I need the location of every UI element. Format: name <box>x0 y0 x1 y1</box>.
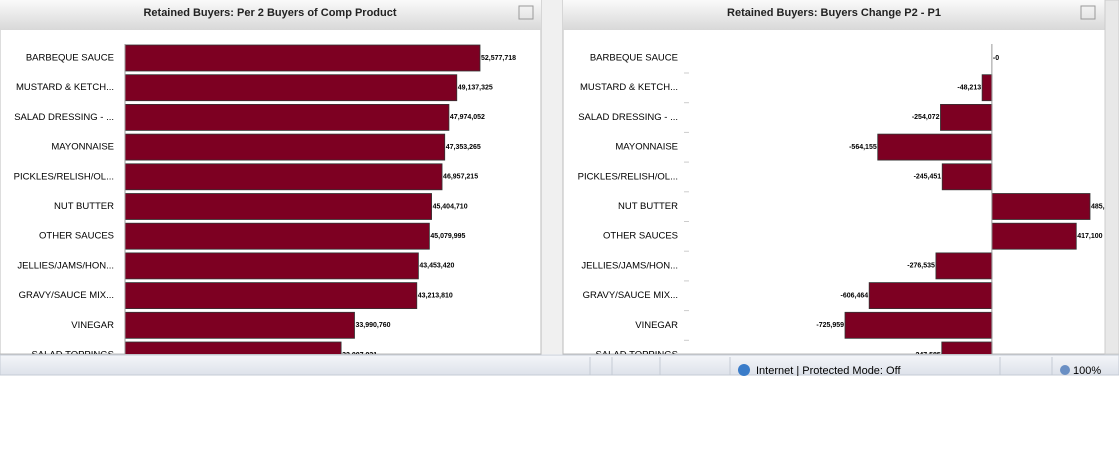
panel-right: Retained Buyers: Buyers Change P2 - P1 B… <box>562 0 1116 361</box>
value-label: 417,100 <box>1077 233 1102 240</box>
value-label: -564,155 <box>849 144 877 151</box>
category-label: JELLIES/JAMS/HON... <box>581 260 678 271</box>
value-label: 52,577,718 <box>481 55 516 62</box>
zoom-text[interactable]: 100% <box>1073 365 1101 377</box>
value-label: -725,959 <box>816 322 844 329</box>
value-label: 43,213,810 <box>418 292 453 299</box>
status-bar: Internet | Protected Mode: Off 100% <box>0 354 1119 377</box>
bar <box>868 282 993 310</box>
category-label: SALAD DRESSING - ... <box>14 112 114 123</box>
bar <box>935 252 993 280</box>
bar <box>124 311 355 339</box>
bar <box>124 163 443 191</box>
panel-left: Retained Buyers: Per 2 Buyers of Comp Pr… <box>0 0 542 361</box>
value-label: 33,990,760 <box>356 322 391 329</box>
value-label: -0 <box>993 55 999 62</box>
panel-header <box>563 0 1105 30</box>
bar <box>991 193 1091 220</box>
bar <box>124 222 430 250</box>
value-label: 43,453,420 <box>419 263 454 270</box>
bar <box>124 44 481 72</box>
bar <box>124 252 419 280</box>
blank <box>0 376 1119 460</box>
category-label: MUSTARD & KETCH... <box>16 82 114 93</box>
category-label: OTHER SAUCES <box>603 231 678 242</box>
bar <box>991 222 1077 250</box>
value-label: -276,535 <box>907 263 935 270</box>
bar <box>124 133 446 161</box>
panel-header <box>0 0 541 30</box>
bar <box>124 193 432 220</box>
value-label: 47,353,265 <box>446 144 481 151</box>
category-label: PICKLES/RELISH/OL... <box>578 171 678 182</box>
bar <box>940 104 993 131</box>
zone-text: Internet | Protected Mode: Off <box>756 365 901 377</box>
maximize-icon[interactable] <box>518 5 534 20</box>
category-label: MAYONNAISE <box>615 142 678 153</box>
category-label: SALAD DRESSING - ... <box>578 112 678 123</box>
value-label: 45,079,995 <box>430 233 465 240</box>
value-label: -245,451 <box>914 174 942 181</box>
category-label: PICKLES/RELISH/OL... <box>14 171 114 182</box>
bar <box>981 74 993 102</box>
bar <box>124 341 342 354</box>
category-label: BARBEQUE SAUCE <box>590 53 678 64</box>
scrollbar[interactable] <box>1104 0 1119 355</box>
category-label: SALAD TOPPINGS <box>595 350 678 361</box>
category-label: VINEGAR <box>635 320 678 331</box>
category-label: MAYONNAISE <box>51 142 114 153</box>
bar <box>941 341 993 354</box>
value-label: 32,007,931 <box>342 352 377 359</box>
category-label: MUSTARD & KETCH... <box>580 82 678 93</box>
value-label: -254,072 <box>912 114 940 121</box>
bar <box>941 163 993 191</box>
value-label: -48,213 <box>957 85 981 92</box>
plot: BARBEQUE SAUCE -0 MUSTARD & KETCH... -48,21… <box>578 44 1116 361</box>
globe-icon <box>738 364 750 376</box>
value-label: -247,585 <box>913 352 941 359</box>
status-bar-bg <box>0 354 1119 376</box>
value-label: 49,137,325 <box>458 85 493 92</box>
zoom-icon[interactable] <box>1060 365 1070 375</box>
panel-title: Retained Buyers: Buyers Change P2 - P1 <box>727 7 941 19</box>
maximize-icon[interactable] <box>1080 5 1096 20</box>
category-label: GRAVY/SAUCE MIX... <box>19 290 114 301</box>
value-label: 45,404,710 <box>433 203 468 210</box>
category-label: GRAVY/SAUCE MIX... <box>583 290 678 301</box>
category-label: JELLIES/JAMS/HON... <box>17 260 114 271</box>
plot: BARBEQUE SAUCE 52,577,718 MUSTARD & KETCH.… <box>14 44 516 361</box>
value-label: 46,957,215 <box>443 174 478 181</box>
value-label: -606,464 <box>841 292 869 299</box>
bar <box>877 133 993 161</box>
value-label: 485,000 <box>1091 203 1116 210</box>
category-label: VINEGAR <box>71 320 114 331</box>
bar <box>124 282 418 310</box>
category-label: OTHER SAUCES <box>39 231 114 242</box>
category-label: NUT BUTTER <box>618 201 678 212</box>
category-label: SALAD TOPPINGS <box>31 350 114 361</box>
panel-frame <box>562 0 1106 355</box>
bar <box>124 104 450 131</box>
category-label: NUT BUTTER <box>54 201 114 212</box>
category-label: BARBEQUE SAUCE <box>26 53 114 64</box>
panel-title: Retained Buyers: Per 2 Buyers of Comp Pr… <box>143 7 396 19</box>
bar <box>844 311 993 339</box>
bar <box>124 74 458 102</box>
value-label: 47,974,052 <box>450 114 485 121</box>
